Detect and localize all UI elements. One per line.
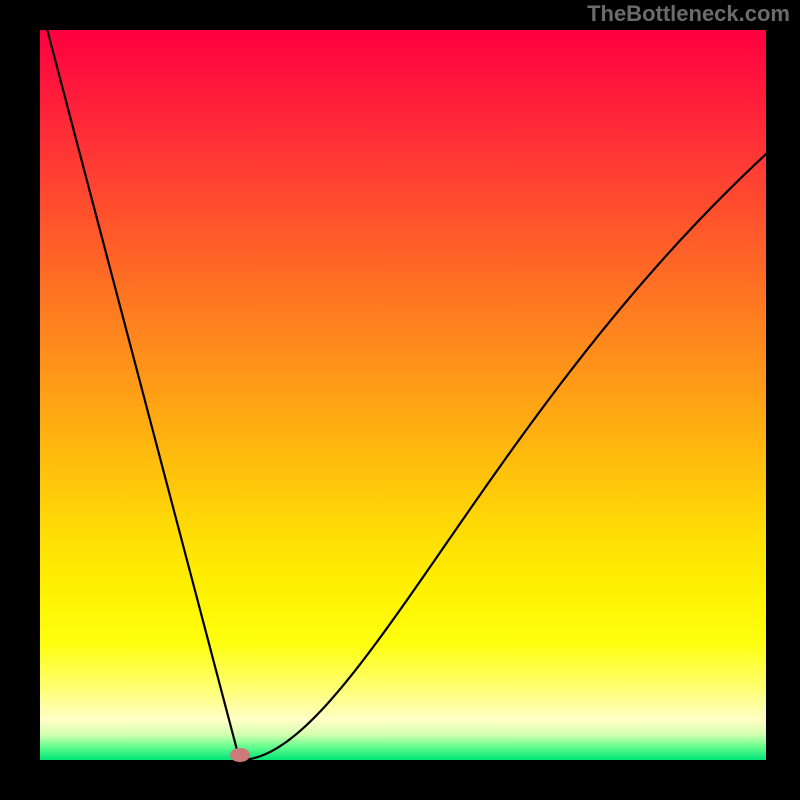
chart-container: TheBottleneck.com	[0, 0, 800, 800]
minimum-marker	[230, 748, 250, 762]
plot-area	[40, 30, 766, 760]
bottleneck-curve	[40, 30, 766, 760]
watermark-text: TheBottleneck.com	[587, 1, 790, 27]
